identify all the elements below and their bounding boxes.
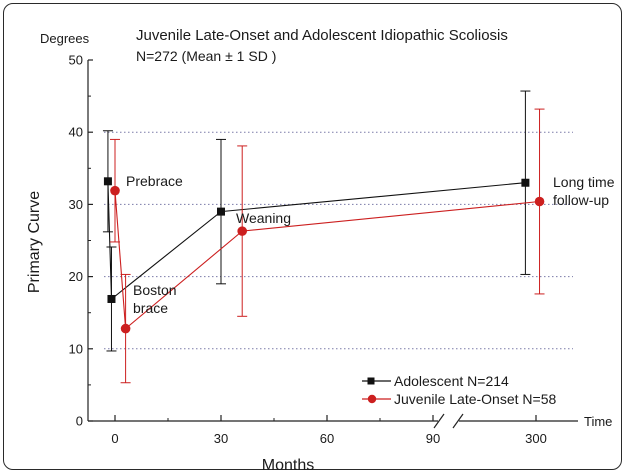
- data-point-1-1: [120, 323, 131, 334]
- y-tick-label-10: 10: [69, 341, 83, 356]
- data-point-0-1: [107, 294, 116, 303]
- legend-marker-juvenile: [367, 394, 377, 404]
- y-tick-label-50: 50: [69, 53, 83, 68]
- y-unit-label: Degrees: [40, 31, 90, 46]
- series-line-0: [107, 181, 526, 301]
- annotation-follow-up: follow-up: [553, 192, 609, 208]
- axes: 0 10 20 30 40 50 0 30 60 90 300: [69, 53, 578, 446]
- annotation-weaning: Weaning: [236, 210, 291, 226]
- y-tick-label-40: 40: [69, 125, 83, 140]
- data-point-1-3: [534, 196, 545, 207]
- x-unit-label: Time: [584, 414, 612, 429]
- x-tick-label-0: 0: [111, 431, 118, 446]
- data-point-1-2: [237, 226, 247, 236]
- chart-frame: [3, 3, 622, 470]
- y-axis-title: Primary Curve: [26, 191, 43, 293]
- chart-subtitle: N=272 (Mean ± 1 SD ): [136, 48, 276, 64]
- y-tick-label-20: 20: [69, 269, 83, 284]
- data-point-1-0: [110, 185, 120, 196]
- chart-title: Juvenile Late-Onset and Adolescent Idiop…: [136, 27, 508, 44]
- y-tick-label-0: 0: [76, 414, 83, 429]
- y-tick-label-30: 30: [69, 197, 83, 212]
- x-tick-label-30: 30: [214, 431, 228, 446]
- legend-label-juvenile: Juvenile Late-Onset N=58: [394, 391, 556, 407]
- labels: Juvenile Late-Onset and Adolescent Idiop…: [26, 27, 615, 474]
- data-point-0-0: [103, 177, 112, 186]
- annotation-prebrace: Prebrace: [126, 173, 183, 189]
- legend: Adolescent N=214 Juvenile Late-Onset N=5…: [362, 373, 556, 407]
- x-tick-label-60: 60: [320, 431, 334, 446]
- gridlines: [104, 131, 573, 350]
- x-tick-label-300: 300: [525, 431, 547, 446]
- annotation-brace: brace: [133, 300, 168, 316]
- annotation-boston: Boston: [133, 282, 177, 298]
- series-line-1: [114, 190, 540, 330]
- annotation-long-time: Long time: [553, 174, 615, 190]
- legend-label-adolescent: Adolescent N=214: [394, 373, 509, 389]
- legend-marker-adolescent: [367, 377, 375, 385]
- x-tick-label-90: 90: [426, 431, 440, 446]
- data-point-0-2: [217, 207, 225, 216]
- series-layer: [102, 90, 545, 384]
- data-point-0-3: [521, 178, 530, 187]
- x-axis-title: Months: [262, 457, 314, 474]
- x-axis-break-mark-2: [452, 413, 464, 429]
- x-axis-break-mark-1: [433, 413, 445, 429]
